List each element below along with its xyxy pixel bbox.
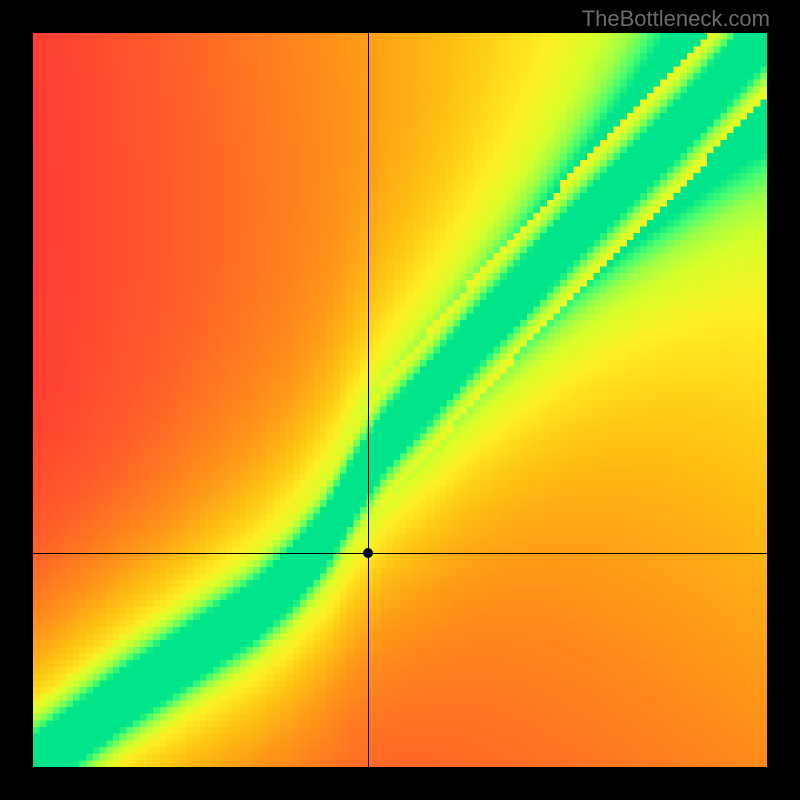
- crosshair-horizontal: [33, 553, 767, 554]
- heatmap-plot: [33, 33, 767, 767]
- watermark-text: TheBottleneck.com: [582, 6, 770, 32]
- crosshair-vertical: [368, 33, 369, 767]
- heatmap-canvas: [33, 33, 767, 767]
- crosshair-marker-dot: [363, 548, 373, 558]
